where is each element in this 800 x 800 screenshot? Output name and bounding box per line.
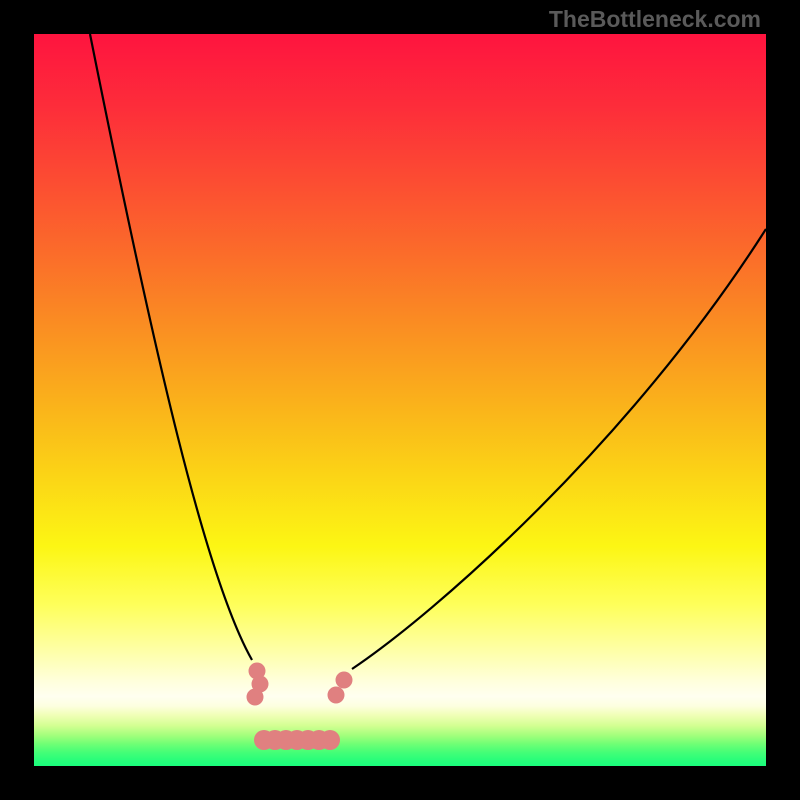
bottleneck-curve (34, 34, 766, 766)
marker-dot (328, 687, 345, 704)
plot-area (34, 34, 766, 766)
marker-dot (247, 689, 264, 706)
marker-group-right (328, 672, 353, 704)
curve-right (352, 229, 766, 669)
watermark-text: TheBottleneck.com (549, 6, 761, 33)
marker-group-left (247, 663, 269, 706)
marker-dot (320, 730, 340, 750)
stage: TheBottleneck.com (0, 0, 800, 800)
marker-dot (336, 672, 353, 689)
curve-left (90, 34, 252, 660)
marker-group-bottom-track (254, 730, 340, 750)
